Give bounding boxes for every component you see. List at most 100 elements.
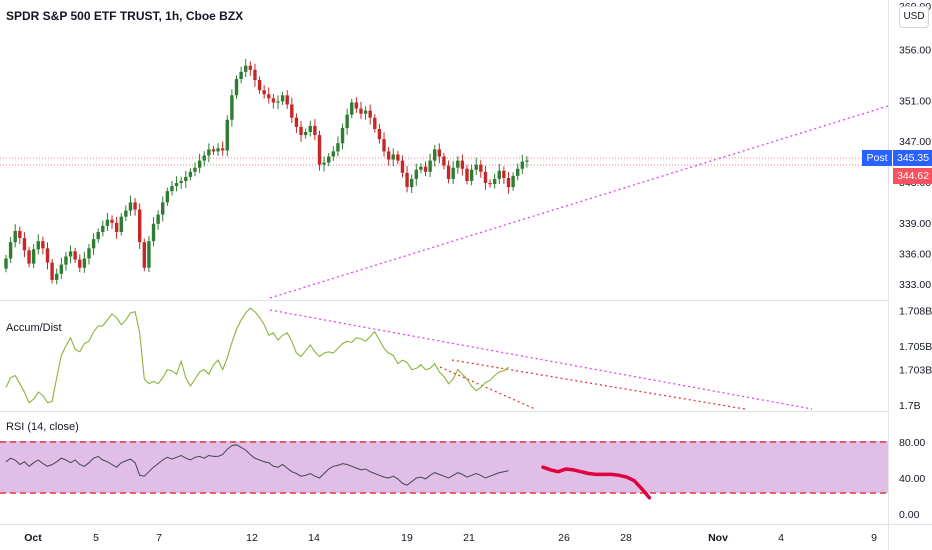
candle[interactable]: [239, 71, 243, 79]
candle[interactable]: [382, 139, 386, 152]
candle[interactable]: [202, 155, 206, 161]
candle[interactable]: [96, 231, 100, 240]
candle[interactable]: [161, 202, 165, 215]
candle[interactable]: [4, 258, 8, 269]
accum-dist-down-trendline[interactable]: [269, 309, 813, 410]
candle[interactable]: [474, 164, 478, 170]
rsi-series[interactable]: [0, 441, 888, 500]
candle[interactable]: [101, 225, 105, 232]
candle[interactable]: [267, 94, 271, 99]
candle[interactable]: [350, 102, 354, 115]
candle[interactable]: [322, 162, 326, 165]
candle[interactable]: [73, 251, 77, 260]
candle[interactable]: [133, 202, 137, 210]
candle[interactable]: [359, 108, 363, 114]
currency-button[interactable]: USD: [899, 6, 929, 28]
candle[interactable]: [151, 223, 156, 242]
candle[interactable]: [511, 175, 515, 188]
rsi-label[interactable]: RSI (14, close): [6, 421, 79, 433]
candle[interactable]: [391, 154, 395, 160]
candle[interactable]: [303, 132, 308, 136]
rsi-projection-line[interactable]: [541, 465, 652, 500]
candle[interactable]: [128, 202, 133, 211]
candle[interactable]: [400, 160, 405, 173]
candle[interactable]: [308, 125, 312, 133]
candle[interactable]: [64, 256, 68, 265]
candle[interactable]: [428, 160, 432, 172]
candle[interactable]: [396, 154, 400, 161]
candle[interactable]: [345, 114, 349, 128]
candlestick-series[interactable]: [4, 58, 529, 285]
candle[interactable]: [492, 178, 497, 185]
candle[interactable]: [368, 110, 372, 118]
candle[interactable]: [105, 219, 110, 226]
candle[interactable]: [174, 183, 179, 187]
candle[interactable]: [340, 127, 345, 144]
candle[interactable]: [216, 148, 220, 152]
candle[interactable]: [234, 78, 239, 96]
candle[interactable]: [45, 248, 50, 263]
candle[interactable]: [331, 151, 336, 157]
candle[interactable]: [179, 180, 183, 184]
candle[interactable]: [211, 149, 216, 152]
candle[interactable]: [290, 104, 294, 118]
candle[interactable]: [59, 264, 64, 274]
candle[interactable]: [280, 95, 285, 102]
candle[interactable]: [170, 186, 174, 192]
candle[interactable]: [377, 128, 382, 140]
candle[interactable]: [313, 125, 317, 136]
candle[interactable]: [483, 171, 488, 184]
candle[interactable]: [147, 241, 151, 268]
candle[interactable]: [327, 156, 331, 163]
candle[interactable]: [31, 249, 36, 264]
candle[interactable]: [446, 165, 451, 179]
candle[interactable]: [386, 151, 391, 160]
candle[interactable]: [110, 219, 114, 223]
candle[interactable]: [193, 167, 197, 172]
candle[interactable]: [119, 216, 123, 232]
accum-dist-series[interactable]: [5, 307, 509, 404]
candle[interactable]: [469, 169, 474, 181]
candle[interactable]: [460, 160, 465, 169]
candle[interactable]: [124, 210, 128, 217]
candle[interactable]: [137, 209, 142, 243]
rsi-line[interactable]: [5, 444, 509, 486]
candle[interactable]: [520, 161, 525, 169]
candle[interactable]: [207, 149, 211, 156]
candle[interactable]: [142, 242, 146, 268]
candle[interactable]: [184, 176, 188, 181]
candle[interactable]: [502, 170, 506, 178]
candle[interactable]: [257, 80, 262, 91]
candle[interactable]: [414, 169, 418, 179]
candle[interactable]: [317, 135, 322, 165]
candle[interactable]: [68, 251, 73, 257]
candle[interactable]: [220, 148, 225, 151]
candle[interactable]: [225, 119, 229, 151]
candle[interactable]: [13, 230, 17, 243]
candle[interactable]: [525, 160, 529, 162]
candle[interactable]: [36, 241, 40, 250]
candle[interactable]: [156, 214, 160, 224]
candle[interactable]: [285, 95, 289, 105]
candle[interactable]: [373, 117, 377, 129]
candle[interactable]: [294, 117, 299, 127]
candle[interactable]: [18, 230, 22, 239]
candle[interactable]: [497, 170, 501, 179]
candle[interactable]: [419, 166, 423, 170]
candle[interactable]: [299, 126, 303, 136]
candle[interactable]: [82, 258, 87, 268]
candle[interactable]: [8, 242, 13, 259]
candle[interactable]: [50, 262, 54, 280]
candle[interactable]: [506, 177, 511, 188]
candle[interactable]: [409, 178, 414, 188]
accum-dist-channel-lower-line[interactable]: [439, 366, 536, 410]
candle[interactable]: [188, 171, 193, 177]
candle[interactable]: [22, 238, 27, 251]
candle[interactable]: [78, 259, 82, 268]
candle[interactable]: [336, 143, 340, 152]
candle[interactable]: [354, 102, 359, 109]
candle[interactable]: [488, 183, 492, 185]
candle[interactable]: [244, 65, 248, 72]
candle[interactable]: [451, 167, 455, 179]
